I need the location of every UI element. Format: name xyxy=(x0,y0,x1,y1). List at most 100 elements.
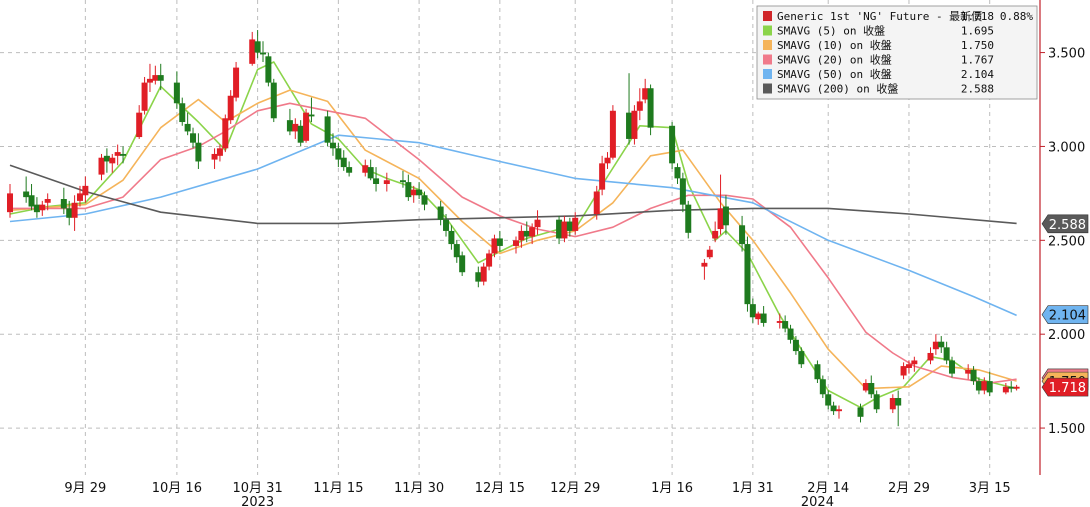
candle-body xyxy=(184,123,191,132)
candle-body xyxy=(286,120,293,132)
candle-down xyxy=(260,41,266,62)
candle-body xyxy=(340,157,347,168)
candle-up xyxy=(486,249,493,271)
candle-body xyxy=(195,142,202,162)
candle-body xyxy=(534,219,541,228)
candle-down xyxy=(157,63,164,91)
candle-down xyxy=(308,97,315,123)
candle-up xyxy=(513,236,519,254)
candle-up xyxy=(911,356,918,372)
candle-body xyxy=(120,153,127,156)
candle-body xyxy=(190,133,197,143)
candle-body xyxy=(437,206,444,220)
legend-swatch xyxy=(763,54,772,65)
candle-body xyxy=(685,204,692,233)
x-tick-label: 2月 14 xyxy=(807,481,849,496)
y-tick-label: 3.000 xyxy=(1048,140,1085,155)
candle-up xyxy=(599,155,606,196)
candle-body xyxy=(335,148,342,160)
candle-body xyxy=(1013,386,1020,389)
candle-body xyxy=(889,398,896,410)
candle-body xyxy=(642,88,649,100)
candle-body xyxy=(679,178,686,205)
candle-body xyxy=(367,167,374,179)
candle-down xyxy=(340,150,347,171)
candle-body xyxy=(297,125,304,143)
candle-down xyxy=(938,336,945,353)
x-tick-label: 10月 31 xyxy=(233,481,283,496)
badge-value: 1.718 xyxy=(1049,381,1086,396)
candle-body xyxy=(141,82,148,111)
legend-swatch xyxy=(763,11,772,21)
sma-line-smavg-200 xyxy=(9,164,1017,225)
candle-up xyxy=(152,65,159,85)
candle-down xyxy=(647,84,654,136)
legend-entry: SMAVG (20) on 收盤 1.767 xyxy=(763,53,994,67)
x-tick-label: 3月 15 xyxy=(969,481,1011,496)
badge: 2.588 xyxy=(1041,214,1089,234)
candle-body xyxy=(233,67,240,98)
candle-up xyxy=(491,234,498,258)
candle-body xyxy=(782,321,789,329)
candle-body xyxy=(383,180,390,184)
candle-up xyxy=(141,76,148,115)
candle-body xyxy=(66,208,73,218)
candle-body xyxy=(308,114,315,117)
badge-shape xyxy=(1041,214,1089,234)
candle-up xyxy=(109,153,116,173)
candle-down xyxy=(286,108,293,136)
candle-body xyxy=(792,339,799,352)
candle-body xyxy=(561,221,568,239)
x-tick-label: 2月 29 xyxy=(888,481,930,496)
candle-body xyxy=(362,165,369,173)
candle-up xyxy=(889,394,896,414)
candle-body xyxy=(712,230,719,239)
candlesticks xyxy=(7,30,1020,427)
candle-down xyxy=(674,163,681,184)
legend-entry: SMAVG (200) on 收盤 2.588 xyxy=(763,82,994,96)
candle-up xyxy=(39,200,46,216)
candle-up xyxy=(609,105,616,160)
candle-body xyxy=(599,163,606,190)
candle-body xyxy=(453,244,460,258)
candle-down xyxy=(459,251,466,276)
candle-body xyxy=(981,381,988,391)
candle-down xyxy=(421,191,428,211)
candle-up xyxy=(900,362,907,380)
candle-body xyxy=(1002,386,1009,393)
candle-down xyxy=(443,214,450,237)
candle-body xyxy=(103,155,110,162)
candle-body xyxy=(82,185,89,196)
candle-down xyxy=(814,360,821,384)
candle-down xyxy=(23,176,30,203)
candle-body xyxy=(857,407,864,417)
y-tick-label: 1.500 xyxy=(1048,422,1085,437)
legend-value: 1.767 xyxy=(961,54,994,67)
x-tick-label: 1月 31 xyxy=(732,481,774,496)
candle-body xyxy=(152,75,159,81)
candle-body xyxy=(819,379,826,395)
candle-down xyxy=(943,341,950,365)
candle-body xyxy=(523,230,530,237)
candle-up xyxy=(712,221,719,243)
candle-up xyxy=(480,262,487,286)
sma-line-smavg-50 xyxy=(9,134,1017,317)
candle-up xyxy=(82,176,89,203)
badge-shape xyxy=(1041,305,1089,324)
candle-body xyxy=(830,405,837,412)
candle-down xyxy=(297,120,304,147)
legend-swatch xyxy=(763,69,772,79)
candle-down xyxy=(254,30,261,59)
candle-body xyxy=(324,116,331,143)
y-tick-label: 3.500 xyxy=(1048,47,1085,62)
candle-down xyxy=(792,336,799,355)
candle-up xyxy=(981,377,988,395)
candle-down xyxy=(265,52,272,87)
badge: 2.104 xyxy=(1041,305,1089,324)
candle-down xyxy=(190,127,197,149)
candle-down xyxy=(453,240,460,263)
candle-up xyxy=(561,215,568,243)
candle-down xyxy=(367,159,374,181)
